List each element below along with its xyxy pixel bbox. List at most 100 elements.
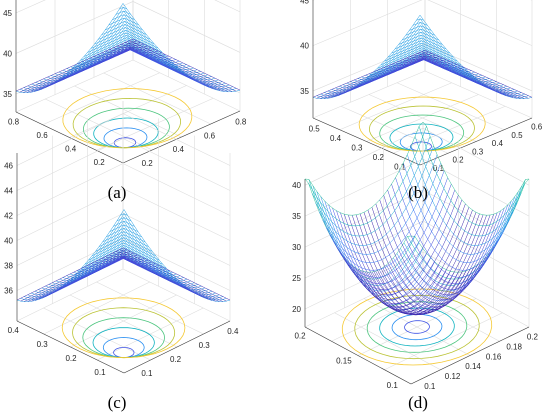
- x-axis-line: [123, 320, 231, 374]
- x-tick-label: 0.12: [445, 372, 461, 381]
- mesh-line: [308, 126, 427, 227]
- wall-gridline: [16, 188, 124, 241]
- wall-gridline: [132, 1, 241, 53]
- wall-gridline: [427, 0, 533, 46]
- contour-line: [410, 141, 432, 152]
- mesh-line: [407, 154, 514, 255]
- mesh-line: [312, 50, 426, 98]
- mesh-line: [58, 48, 176, 80]
- z-tick-label: 36: [4, 287, 13, 296]
- contour-set: [61, 297, 186, 359]
- x-tick-label: 0.6: [531, 123, 543, 132]
- wall-gridline: [122, 238, 231, 291]
- z-tick-label: 42: [4, 212, 13, 221]
- contour-line: [61, 297, 186, 359]
- mesh-line: [330, 57, 443, 99]
- wall-gridline: [16, 213, 124, 266]
- wall-gridline: [424, 43, 533, 92]
- y-axis-line: [312, 117, 421, 166]
- contour-line: [82, 317, 165, 359]
- wall-gridline: [312, 0, 423, 46]
- floor-gridline: [312, 70, 426, 119]
- z-tick-label: 44: [4, 187, 13, 196]
- mesh-line: [106, 227, 213, 294]
- contour-line: [92, 327, 155, 359]
- z-tick-label: 35: [3, 90, 12, 99]
- floor-gridline: [15, 59, 134, 113]
- mesh-line: [115, 251, 224, 302]
- wall-gridline: [122, 163, 231, 216]
- mesh-line: [15, 38, 134, 92]
- wall-gridline: [15, 1, 134, 54]
- caption-a: (a): [108, 183, 127, 202]
- y-tick-label: 0.6: [37, 131, 49, 140]
- x-tick-label: 0.16: [486, 352, 502, 361]
- floor-gridline: [357, 298, 477, 356]
- mesh-line: [112, 252, 220, 302]
- wall-gridline: [15, 0, 46, 14]
- mesh-line: [38, 257, 145, 300]
- floor-gridline: [43, 281, 150, 335]
- mesh-line: [129, 40, 237, 92]
- floor-gridline: [132, 59, 241, 112]
- mesh-line: [414, 136, 522, 237]
- back-walls: [16, 101, 231, 374]
- mesh-line: [19, 40, 137, 93]
- y-tick-label: 0.4: [330, 134, 342, 143]
- wall-gridline: [16, 138, 124, 191]
- z-tick-label: 35: [300, 87, 309, 96]
- wall-gridline: [304, 189, 424, 248]
- mesh-line: [101, 257, 209, 300]
- mesh-line: [413, 54, 521, 99]
- mesh-line: [322, 162, 441, 263]
- floor-gridline: [422, 269, 530, 328]
- mesh-line: [304, 121, 424, 216]
- contour-set: [358, 96, 486, 152]
- contour-line: [72, 307, 176, 359]
- y-tick-label: 0.3: [37, 340, 49, 349]
- mesh-line: [132, 38, 241, 91]
- wall-gridline: [16, 163, 124, 216]
- wall-gridline: [122, 213, 231, 266]
- x-tick-label: 0.2: [170, 355, 182, 364]
- x-tick-label: 0.4: [173, 145, 185, 154]
- y-tick-label: 0.1: [94, 368, 106, 377]
- mesh-line: [119, 249, 227, 302]
- z-tick-label: 20: [292, 305, 301, 314]
- floor-gridline: [103, 72, 211, 125]
- contour-line: [102, 337, 145, 358]
- x-axis-line: [410, 326, 530, 385]
- axes: 36 38 40 42 44 46 0.1 0.2 0.3 0.4 0.1 0.2 0.3 0.4: [4, 153, 239, 378]
- wall-gridline: [304, 220, 424, 279]
- wall-gridline: [422, 251, 530, 310]
- floor-gridline: [16, 268, 124, 322]
- floor-gridline: [393, 283, 500, 342]
- z-tick-label: 25: [292, 274, 301, 283]
- floor-gridline: [396, 82, 505, 131]
- z-tick-label: 38: [4, 262, 13, 271]
- wall-gridline: [304, 127, 424, 186]
- y-tick-label: 0.4: [65, 145, 77, 154]
- mesh-line: [15, 3, 124, 93]
- floor-gridline: [304, 269, 424, 328]
- y-tick-label: 0.3: [351, 144, 363, 153]
- z-tick-label: 40: [300, 42, 309, 51]
- y-tick-label: 0.8: [8, 117, 20, 126]
- contour-line: [82, 107, 170, 149]
- y-tick-label: 0.2: [373, 153, 385, 162]
- z-tick-label: 40: [292, 181, 301, 190]
- z-tick-label: 45: [3, 9, 12, 18]
- mesh-line: [410, 56, 518, 99]
- mesh-line: [375, 214, 494, 315]
- floor-gridline: [96, 281, 204, 335]
- contour-line: [379, 114, 465, 152]
- z-tick-label: 45: [300, 0, 309, 5]
- floor-gridline: [122, 268, 231, 322]
- x-axis-line: [122, 110, 241, 164]
- contour-line: [358, 96, 486, 152]
- mesh-line: [125, 42, 233, 92]
- contour-line: [93, 117, 159, 149]
- y-tick-label: 0.1: [387, 381, 399, 390]
- floor-gridline: [424, 70, 533, 119]
